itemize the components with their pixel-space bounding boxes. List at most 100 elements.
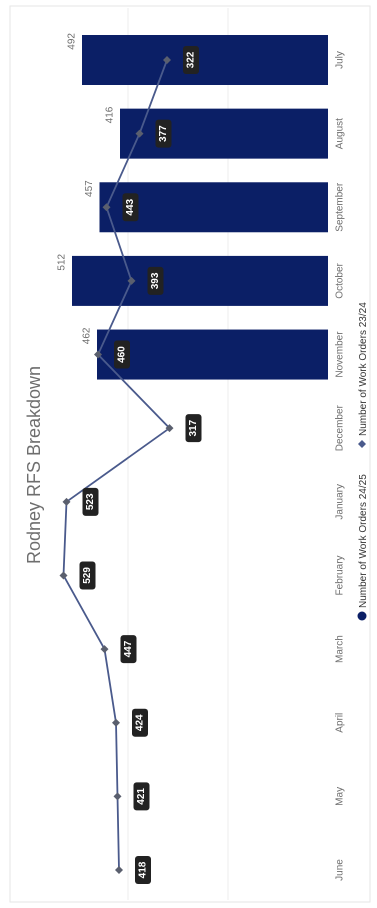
bar-value-september: 457 (84, 180, 95, 197)
badge-bg-july (183, 46, 199, 74)
month-label-july: July (335, 51, 346, 69)
line-point-june (115, 866, 123, 874)
plot-border (9, 5, 371, 903)
badge-group-2: 443 (122, 193, 139, 222)
badge-bg-september (122, 193, 139, 222)
line-point-january (62, 497, 71, 506)
bar-value-august: 416 (105, 106, 116, 123)
badge-bg-november (114, 340, 130, 369)
bar-value-july: 492 (67, 33, 78, 50)
badge-group-7: 529 (79, 561, 96, 590)
legend-marker-23-24 (358, 440, 366, 448)
line-point-april (112, 718, 120, 727)
badge-value-april: 424 (135, 714, 146, 731)
month-group-2: September (335, 182, 346, 232)
month-label-may: May (335, 787, 346, 806)
category-axis: July August September October November Decemb… (335, 51, 346, 881)
badge-value-august: 377 (158, 125, 169, 142)
legend-label-23-24: Number of Work Orders 23/24 (358, 302, 369, 436)
bar-value-group-2: 457 (84, 180, 95, 197)
badge-bg-august (155, 119, 172, 148)
month-label-june: June (335, 859, 346, 881)
badge-group-5: 317 (185, 414, 202, 443)
title-group: Rodney RFS Breakdown (24, 366, 44, 564)
badge-group-10: 421 (133, 782, 150, 811)
legend: Number of Work Orders 24/25 Number of Wo… (357, 302, 369, 621)
badge-group-11: 418 (135, 856, 151, 884)
badge-group-6: 523 (82, 487, 99, 516)
month-group-9: April (335, 713, 346, 733)
chart-title: Rodney RFS Breakdown (24, 366, 44, 564)
badge-value-january: 523 (85, 493, 96, 510)
month-group-10: May (335, 787, 346, 806)
line-point-february (59, 571, 68, 580)
badge-value-october: 393 (150, 272, 161, 289)
month-group-1: August (335, 118, 346, 149)
bar-november (97, 329, 328, 380)
month-label-november: November (335, 331, 346, 378)
bar-value-group-1: 416 (105, 106, 116, 123)
badge-value-march: 447 (123, 640, 134, 657)
month-label-january: January (335, 484, 346, 520)
line-point-august (135, 129, 144, 138)
badge-value-february: 529 (82, 567, 93, 584)
badge-value-september: 443 (125, 198, 136, 215)
month-label-september: September (335, 182, 346, 232)
month-group-4: November (335, 331, 346, 378)
month-group-6: January (335, 484, 346, 520)
badge-group-3: 393 (147, 266, 164, 295)
bar-october (72, 255, 328, 306)
badge-value-december: 317 (188, 419, 199, 436)
line-point-october (127, 276, 136, 285)
month-label-october: October (335, 262, 346, 298)
line-point-november (94, 350, 102, 359)
badge-bg-june (135, 856, 151, 884)
month-group-0: July (335, 51, 346, 69)
badge-group-9: 424 (132, 708, 148, 737)
month-label-march: March (335, 635, 346, 663)
bars-24-25 (72, 35, 328, 380)
badge-bg-october (147, 266, 164, 295)
bar-value-group-0: 492 (67, 33, 78, 50)
bar-value-group-3: 512 (57, 253, 68, 270)
badge-bg-april (132, 708, 148, 737)
legend-marker-24-25 (357, 611, 367, 621)
line-point-september (102, 203, 111, 212)
bar-value-group-4: 462 (82, 327, 93, 344)
badge-group-4: 460 (114, 340, 130, 369)
badge-bg-january (82, 487, 99, 516)
badge-value-may: 421 (136, 788, 147, 805)
month-group-11: June (335, 859, 346, 881)
month-group-3: October (335, 262, 346, 298)
badge-group-1: 377 (155, 119, 172, 148)
badge-bg-may (133, 782, 150, 811)
badge-bg-december (185, 414, 202, 443)
data-labels: 492 416 457 512 462 322 377 443 393 460 317 523 529 4… (57, 33, 202, 884)
badge-value-july: 322 (186, 51, 197, 68)
bar-value-november: 462 (82, 327, 93, 344)
badge-group-8: 447 (120, 635, 137, 664)
month-label-april: April (335, 713, 346, 733)
month-label-february: February (335, 555, 346, 595)
month-label-december: December (335, 404, 346, 451)
month-group-8: March (335, 635, 346, 663)
month-label-august: August (335, 118, 346, 149)
badge-value-june: 418 (138, 861, 149, 878)
month-group-7: February (335, 555, 346, 595)
line-point-july (163, 56, 171, 64)
bar-august (120, 108, 328, 159)
badge-bg-february (79, 561, 96, 590)
badge-value-november: 460 (117, 346, 128, 363)
line-point-march (100, 645, 109, 654)
line-point-december (165, 424, 174, 433)
bar-july (82, 35, 328, 85)
badge-group-0: 322 (183, 46, 199, 74)
badge-bg-march (120, 635, 137, 664)
month-group-5: December (335, 404, 346, 451)
line-path-23-24 (62, 59, 171, 871)
line-23-24 (59, 56, 174, 874)
bar-value-october: 512 (57, 253, 68, 270)
legend-label-24-25: Number of Work Orders 24/25 (358, 474, 369, 608)
